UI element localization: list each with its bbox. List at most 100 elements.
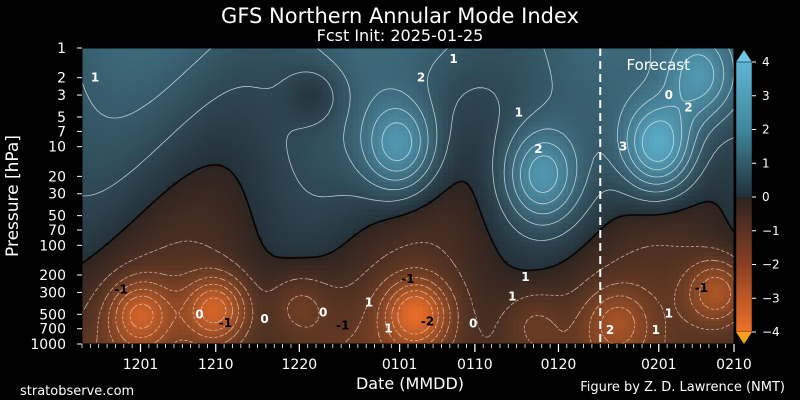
heatmap-cell: [367, 145, 374, 151]
heatmap-cell: [423, 214, 429, 220]
heatmap-cell: [558, 48, 565, 54]
heatmap-cell: [347, 57, 354, 63]
heatmap-cell: [563, 196, 570, 202]
heatmap-cell: [402, 117, 409, 123]
heatmap-cell: [638, 71, 645, 77]
heatmap-cell: [292, 205, 299, 211]
heatmap-cell: [483, 182, 489, 188]
heatmap-cell: [473, 191, 479, 197]
heatmap-cell: [693, 191, 700, 197]
heatmap-cell: [418, 140, 424, 146]
heatmap-cell: [568, 103, 575, 109]
heatmap-cell: [392, 209, 399, 216]
heatmap-cell: [402, 149, 409, 155]
heatmap-cell: [468, 140, 474, 146]
heatmap-cell: [708, 159, 715, 165]
heatmap-cell: [583, 94, 590, 100]
heatmap-cell: [558, 117, 565, 123]
heatmap-cell: [493, 71, 499, 77]
heatmap-cell: [397, 196, 404, 202]
heatmap-cell: [167, 117, 173, 123]
heatmap-cell: [593, 163, 600, 169]
heatmap-cell: [528, 61, 534, 68]
heatmap-cell: [628, 57, 635, 63]
heatmap-cell: [87, 61, 93, 68]
heatmap-cell: [588, 209, 595, 216]
heatmap-cell: [142, 196, 148, 202]
heatmap-cell: [643, 177, 650, 183]
heatmap-cell: [463, 168, 469, 174]
heatmap-cell: [443, 154, 449, 160]
heatmap-cell: [668, 75, 675, 81]
heatmap-cell: [282, 61, 289, 68]
heatmap-cell: [563, 163, 570, 169]
heatmap-cell: [277, 219, 284, 225]
heatmap-cell: [703, 196, 710, 202]
heatmap-cell: [628, 48, 635, 54]
heatmap-cell: [728, 117, 734, 123]
heatmap-cell: [638, 89, 645, 95]
heatmap-cell: [473, 200, 479, 206]
heatmap-cell: [638, 145, 645, 151]
heatmap-cell: [518, 61, 524, 68]
heatmap-cell: [172, 145, 178, 151]
heatmap-cell: [688, 145, 695, 151]
heatmap-cell: [618, 186, 625, 192]
heatmap-cell: [402, 48, 409, 54]
heatmap-cell: [82, 214, 88, 220]
heatmap-cell: [573, 154, 580, 160]
heatmap-cell: [473, 94, 479, 100]
heatmap-cell: [538, 98, 545, 105]
heatmap-cell: [473, 85, 479, 91]
heatmap-cell: [408, 186, 414, 192]
heatmap-cell: [588, 85, 595, 91]
heatmap-cell: [728, 89, 734, 95]
heatmap-cell: [227, 149, 234, 155]
heatmap-cell: [252, 135, 259, 142]
heatmap-cell: [663, 61, 670, 68]
heatmap-cell: [322, 85, 329, 91]
heatmap-cell: [448, 98, 454, 105]
heatmap-cell: [322, 182, 329, 188]
heatmap-cell: [408, 126, 414, 132]
heatmap-cell: [307, 191, 314, 197]
heatmap-cell: [257, 52, 264, 58]
heatmap-cell: [292, 80, 299, 86]
heatmap-cell: [372, 159, 379, 165]
heatmap-cell: [137, 103, 143, 109]
heatmap-cell: [162, 182, 168, 188]
heatmap-cell: [312, 219, 319, 225]
heatmap-cell: [247, 154, 254, 160]
heatmap-cell: [107, 57, 113, 63]
heatmap-cell: [82, 209, 88, 216]
heatmap-cell: [197, 98, 203, 105]
heatmap-cell: [252, 48, 259, 54]
heatmap-cell: [563, 191, 570, 197]
heatmap-cell: [222, 117, 229, 123]
heatmap-cell: [438, 126, 444, 132]
heatmap-cell: [483, 103, 489, 109]
heatmap-cell: [478, 196, 484, 202]
heatmap-cell: [588, 154, 595, 160]
heatmap-cell: [413, 200, 419, 206]
heatmap-cell: [107, 135, 113, 142]
heatmap-cell: [623, 94, 630, 100]
heatmap-cell: [327, 209, 334, 216]
heatmap-cell: [513, 71, 519, 77]
heatmap-cell: [438, 159, 444, 165]
heatmap-cell: [177, 94, 183, 100]
heatmap-cell: [187, 145, 193, 151]
heatmap-cell: [127, 117, 133, 123]
heatmap-cell: [563, 154, 570, 160]
heatmap-cell: [167, 52, 173, 58]
heatmap-cell: [322, 177, 329, 183]
heatmap-cell: [137, 48, 143, 54]
heatmap-cell: [367, 200, 374, 206]
heatmap-cell: [92, 94, 98, 100]
heatmap-cell: [127, 108, 133, 114]
heatmap-cell: [387, 126, 394, 132]
heatmap-cell: [217, 103, 224, 109]
heatmap-cell: [713, 66, 720, 72]
heatmap-cell: [528, 205, 534, 211]
heatmap-cell: [272, 168, 279, 174]
